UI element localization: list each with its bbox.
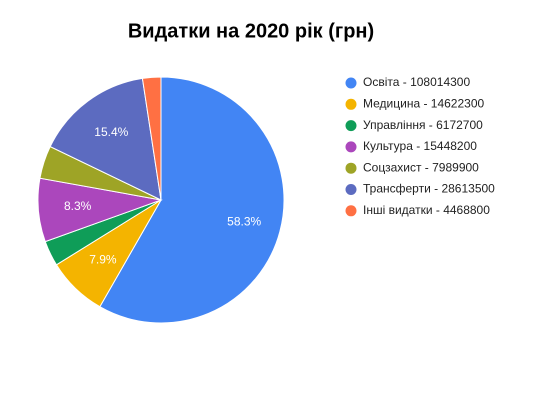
legend-marker (345, 205, 357, 217)
slice-label: 7.9% (89, 252, 117, 266)
legend-label: Освіта - 108014300 (363, 75, 470, 89)
legend-label: Управління - 6172700 (363, 118, 483, 132)
slice-label: 8.3% (64, 199, 92, 213)
legend-label: Трансферти - 28613500 (363, 182, 495, 196)
legend-label: Медицина - 14622300 (363, 96, 485, 110)
pie-slice (49, 77, 162, 201)
pie-slice (99, 76, 285, 324)
slice-label: 58.3% (227, 214, 261, 228)
legend-marker (345, 162, 357, 174)
legend-marker (345, 141, 357, 153)
slice-label: 15.4% (94, 125, 128, 139)
legend-label: Інші видатки - 4468800 (363, 203, 490, 217)
pie-slice (141, 76, 162, 201)
legend-marker (345, 184, 357, 195)
legend-label: Культура - 15448200 (363, 139, 477, 153)
legend-marker (345, 98, 357, 110)
legend-label: Соцзахист - 7989900 (363, 160, 479, 174)
chart-title: Видатки на 2020 рік (грн) (128, 20, 374, 42)
legend-marker (345, 77, 357, 89)
legend-marker (345, 120, 357, 132)
